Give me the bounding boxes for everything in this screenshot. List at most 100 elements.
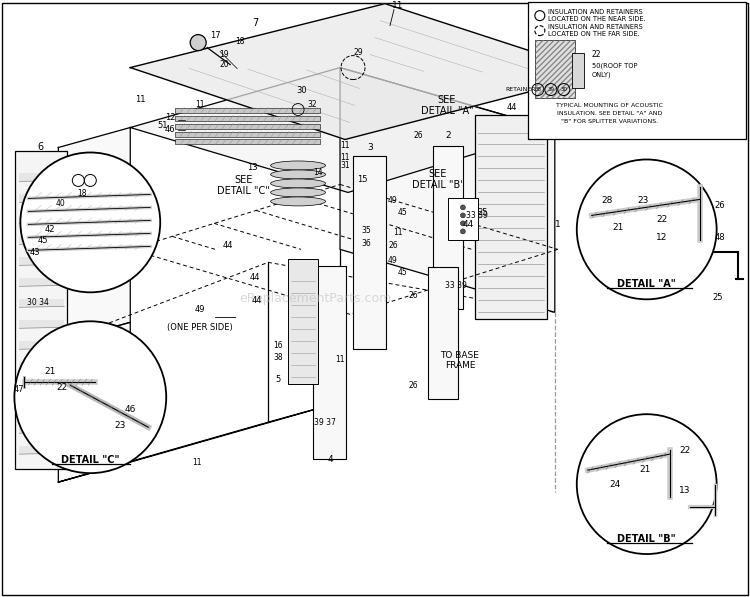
Text: 18: 18 [236, 37, 245, 46]
Text: "B" FOR SPLITTER VARIATIONS.: "B" FOR SPLITTER VARIATIONS. [561, 119, 658, 124]
Bar [20, 362, 64, 370]
Text: 43: 43 [30, 248, 40, 257]
Text: 26: 26 [408, 291, 418, 300]
Bar [20, 278, 64, 287]
Text: 26: 26 [388, 241, 398, 250]
Circle shape [460, 213, 466, 218]
Text: LOCATED ON THE NEAR SIDE.: LOCATED ON THE NEAR SIDE. [548, 16, 646, 21]
Text: 35: 35 [362, 226, 371, 235]
Text: 24: 24 [609, 479, 620, 488]
Circle shape [460, 205, 466, 210]
Text: SEE
DETAIL "C": SEE DETAIL "C" [217, 175, 269, 196]
Polygon shape [130, 4, 600, 140]
Text: DETAIL "C": DETAIL "C" [61, 455, 119, 465]
Bar [353, 156, 386, 349]
Text: 11: 11 [335, 355, 345, 364]
Text: 31: 31 [340, 161, 350, 170]
Text: 11: 11 [392, 1, 404, 10]
Text: 36: 36 [362, 239, 371, 248]
Text: 5: 5 [275, 375, 280, 384]
Bar [20, 195, 64, 202]
Text: 1: 1 [555, 220, 561, 229]
Bar [313, 266, 346, 459]
Text: 49: 49 [388, 256, 398, 265]
Bar [20, 404, 64, 412]
Text: 40: 40 [56, 199, 65, 208]
Polygon shape [58, 402, 340, 482]
Text: 6: 6 [38, 143, 44, 152]
Text: 25: 25 [478, 208, 488, 217]
Text: 11: 11 [135, 95, 146, 104]
Text: 12: 12 [165, 113, 176, 122]
Text: 3: 3 [368, 143, 373, 152]
Polygon shape [340, 67, 555, 312]
Circle shape [535, 11, 544, 21]
Text: 14: 14 [314, 168, 322, 177]
Bar [448, 198, 478, 241]
Text: 29: 29 [353, 48, 363, 57]
Text: 19: 19 [219, 50, 229, 59]
Text: 45: 45 [38, 236, 49, 245]
Ellipse shape [271, 170, 326, 179]
Text: 39 37: 39 37 [314, 418, 336, 427]
Text: 11: 11 [340, 153, 350, 162]
Text: 39: 39 [548, 87, 554, 92]
Text: 44: 44 [506, 103, 517, 112]
Text: (ONE PER SIDE): (ONE PER SIDE) [167, 323, 233, 332]
Text: LOCATED ON THE FAR SIDE.: LOCATED ON THE FAR SIDE. [548, 30, 640, 36]
Text: 21: 21 [45, 367, 56, 376]
Text: 4: 4 [327, 455, 333, 464]
Bar [176, 107, 320, 112]
Text: 30: 30 [297, 86, 307, 95]
Text: 38: 38 [273, 353, 283, 362]
Bar [20, 174, 64, 181]
Bar [433, 146, 463, 309]
Circle shape [460, 229, 466, 234]
Bar [20, 425, 64, 433]
Bar [20, 236, 64, 244]
Text: 30 36: 30 36 [28, 228, 50, 237]
Polygon shape [58, 322, 130, 482]
Text: 26: 26 [413, 131, 423, 140]
Text: 48: 48 [714, 233, 725, 242]
Circle shape [460, 221, 466, 226]
Text: 22: 22 [656, 215, 668, 224]
Text: INSULATION AND RETAINERS: INSULATION AND RETAINERS [548, 24, 643, 30]
Text: INSULATION AND RETAINERS: INSULATION AND RETAINERS [548, 8, 643, 15]
Bar [20, 299, 64, 307]
Text: 7: 7 [252, 18, 258, 27]
Bar [176, 116, 320, 121]
Text: SEE
DETAIL "A": SEE DETAIL "A" [421, 95, 473, 116]
Text: 44: 44 [252, 296, 262, 305]
Text: 30 34: 30 34 [28, 298, 50, 307]
Ellipse shape [271, 179, 326, 188]
Text: 26: 26 [408, 381, 418, 390]
Text: 45: 45 [398, 268, 408, 277]
Text: 17: 17 [210, 31, 220, 40]
Text: 32: 32 [308, 100, 317, 109]
Bar [176, 124, 320, 128]
Text: 46: 46 [124, 405, 136, 414]
Text: ONLY): ONLY) [592, 71, 611, 78]
Text: 33 39: 33 39 [466, 211, 488, 220]
Text: 22: 22 [592, 50, 602, 59]
Polygon shape [130, 67, 555, 192]
Text: 2: 2 [445, 131, 451, 140]
Text: 26: 26 [714, 201, 725, 210]
Circle shape [20, 152, 160, 293]
Bar [20, 383, 64, 391]
Text: 38: 38 [534, 87, 542, 92]
Ellipse shape [271, 161, 326, 170]
Circle shape [577, 159, 717, 299]
Text: eReplacementParts.com: eReplacementParts.com [239, 293, 392, 305]
Bar [428, 267, 458, 399]
Text: 28: 28 [601, 196, 613, 205]
Bar [535, 39, 574, 97]
Text: 25: 25 [712, 293, 723, 302]
Text: 15: 15 [357, 175, 368, 184]
Ellipse shape [271, 197, 326, 206]
Text: 30: 30 [560, 87, 567, 92]
Text: 42: 42 [45, 225, 56, 234]
Text: 22: 22 [57, 383, 68, 392]
Text: 13: 13 [679, 485, 691, 495]
